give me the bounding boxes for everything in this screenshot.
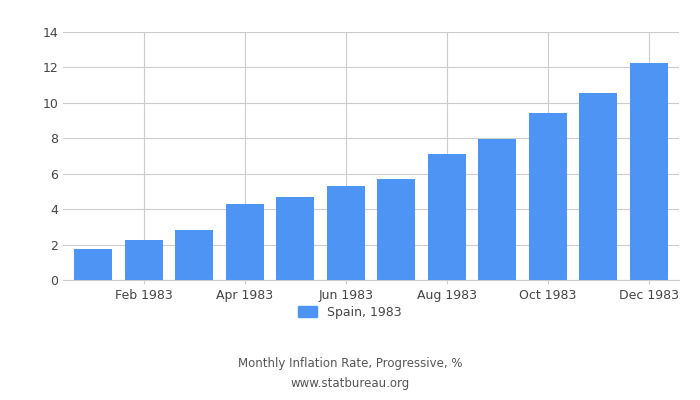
Text: www.statbureau.org: www.statbureau.org xyxy=(290,378,410,390)
Bar xyxy=(226,204,264,280)
Text: Monthly Inflation Rate, Progressive, %: Monthly Inflation Rate, Progressive, % xyxy=(238,358,462,370)
Bar xyxy=(276,197,314,280)
Bar xyxy=(327,186,365,280)
Bar xyxy=(630,63,668,280)
Bar xyxy=(428,154,466,280)
Bar xyxy=(74,249,112,280)
Bar xyxy=(377,179,415,280)
Bar xyxy=(175,230,214,280)
Legend: Spain, 1983: Spain, 1983 xyxy=(293,301,407,324)
Bar xyxy=(478,139,516,280)
Bar xyxy=(528,113,567,280)
Bar xyxy=(125,240,162,280)
Bar xyxy=(580,93,617,280)
